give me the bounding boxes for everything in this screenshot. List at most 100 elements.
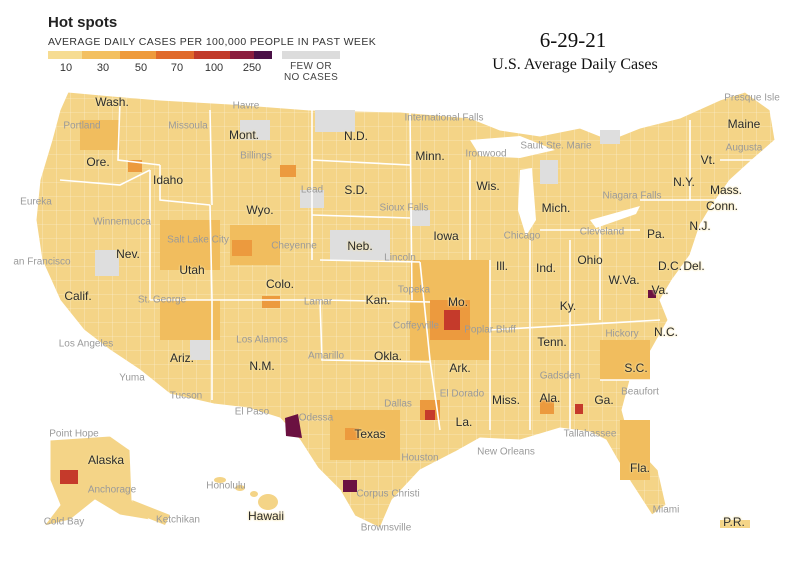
state-label-calif: Calif.: [64, 289, 92, 303]
legend-swatch-3: [120, 51, 156, 59]
city-label-san-francisco: an Francisco: [13, 256, 71, 268]
state-label-mo: Mo.: [447, 295, 469, 309]
elevated-case-regions: [128, 160, 554, 440]
state-label-texas: Texas: [354, 427, 386, 441]
state-label-colo: Colo.: [265, 277, 295, 291]
city-label-miami: Miami: [652, 504, 680, 516]
city-label-hickory: Hickory: [605, 328, 639, 340]
city-label-el-paso: El Paso: [234, 406, 270, 418]
legend-tick-100: 100: [204, 62, 224, 74]
city-label-corpus-christi: Corpus Christi: [356, 488, 420, 500]
state-label-okla: Okla.: [373, 349, 403, 363]
state-label-utah: Utah: [179, 263, 205, 277]
lake-superior: [470, 136, 555, 158]
city-label-sioux-falls: Sioux Falls: [379, 202, 429, 214]
state-label-idaho: Idaho: [152, 173, 184, 187]
state-label-dc: D.C.: [658, 259, 682, 273]
state-label-wis: Wis.: [476, 179, 500, 193]
city-label-lead: Lead: [300, 184, 324, 196]
state-label-kan: Kan.: [365, 293, 391, 307]
state-label-alaska: Alaska: [87, 453, 125, 467]
puerto-rico-shape: [720, 520, 750, 528]
legend-subtitle: AVERAGE DAILY CASES PER 100,000 PEOPLE I…: [48, 36, 377, 48]
state-label-la: La.: [455, 415, 473, 429]
legend-tick-50: 50: [134, 62, 148, 74]
hawaii-islands: [214, 477, 278, 510]
city-label-honolulu: Honolulu: [206, 480, 246, 492]
legend-tick-10: 10: [59, 62, 73, 74]
state-label-nd: N.D.: [344, 129, 368, 143]
city-label-topeka: Topeka: [397, 284, 431, 296]
legend-no-cases-label: FEW OR NO CASES: [283, 61, 339, 83]
city-label-new-orleans: New Orleans: [477, 446, 535, 458]
city-label-anchorage: Anchorage: [87, 484, 137, 496]
city-label-chicago: Chicago: [503, 230, 541, 242]
state-label-conn: Conn.: [705, 199, 739, 213]
city-label-lamar: Lamar: [303, 296, 333, 308]
state-label-nm: N.M.: [249, 359, 275, 373]
legend-tick-70: 70: [170, 62, 184, 74]
city-label-ironwood: Ironwood: [465, 148, 507, 160]
state-label-ohio: Ohio: [577, 253, 603, 267]
city-label-amarillo: Amarillo: [307, 350, 345, 362]
legend-swatch-4: [156, 51, 194, 59]
state-label-iowa: Iowa: [433, 229, 459, 243]
city-label-winnemucca: Winnemucca: [93, 216, 151, 228]
state-label-del: Del.: [683, 259, 705, 273]
state-label-mont: Mont.: [228, 128, 260, 142]
city-label-odessa: Odessa: [298, 412, 334, 424]
legend-title: Hot spots: [48, 14, 118, 31]
state-label-maine: Maine: [727, 117, 761, 131]
state-label-nc: N.C.: [654, 325, 678, 339]
city-label-salt-lake-city: Salt Lake City: [167, 234, 229, 246]
city-label-los-alamos: Los Alamos: [236, 334, 288, 346]
state-label-nj: N.J.: [689, 219, 711, 233]
state-label-ore: Ore.: [86, 155, 110, 169]
state-label-sc: S.C.: [624, 361, 648, 375]
state-label-sd: S.D.: [344, 183, 368, 197]
map-date: 6-29-21: [539, 28, 607, 52]
city-label-tallahassee: Tallahassee: [563, 428, 617, 440]
state-label-nev: Nev.: [116, 247, 140, 261]
alaska-shape: [42, 435, 152, 527]
city-label-beaufort: Beaufort: [621, 386, 659, 398]
city-label-niagara-falls: Niagara Falls: [602, 190, 662, 202]
state-label-wva: W.Va.: [608, 273, 640, 287]
city-label-lincoln: Lincoln: [384, 252, 416, 264]
city-label-poplar-bluff: Poplar Bluff: [464, 324, 516, 336]
state-label-ind: Ind.: [535, 261, 557, 275]
state-label-fla: Fla.: [629, 461, 651, 475]
legend-swatch-no-cases: [282, 51, 340, 59]
city-label-cleveland: Cleveland: [579, 226, 625, 238]
few-or-no-cases-regions: [95, 110, 620, 360]
state-label-ky: Ky.: [559, 299, 577, 313]
city-label-cold-bay: Cold Bay: [43, 516, 85, 528]
state-label-ill: Ill.: [496, 259, 508, 273]
city-label-eureka: Eureka: [20, 196, 52, 208]
alaska-panhandle: [132, 500, 170, 525]
state-label-wyo: Wyo.: [246, 203, 274, 217]
city-label-ketchikan: Ketchikan: [156, 514, 200, 526]
city-label-houston: Houston: [401, 452, 439, 464]
state-label-va: Va.: [651, 283, 669, 297]
city-label-tucson: Tucson: [169, 390, 203, 402]
city-label-el-dorado: El Dorado: [439, 388, 485, 400]
very-high-case-regions: [285, 290, 656, 492]
state-borders: [59, 99, 760, 431]
city-label-yuma: Yuma: [119, 372, 145, 384]
city-label-los-angeles: Los Angeles: [58, 338, 114, 350]
state-label-mass: Mass.: [709, 183, 743, 197]
legend-swatch-7: [254, 51, 272, 59]
map-title: U.S. Average Daily Cases: [492, 56, 658, 73]
state-label-ariz: Ariz.: [170, 351, 194, 365]
city-label-st-george: St. George: [137, 294, 187, 306]
city-label-dallas: Dallas: [384, 398, 412, 410]
city-label-sault-ste-marie: Sault Ste. Marie: [520, 140, 592, 152]
legend-swatch-1: [48, 51, 82, 59]
city-label-brownsville: Brownsville: [360, 522, 412, 534]
state-label-ny: N.Y.: [673, 175, 695, 189]
city-label-portland: Portland: [63, 120, 101, 132]
city-label-augusta: Augusta: [725, 142, 763, 154]
alaska-hotspot: [60, 470, 78, 484]
